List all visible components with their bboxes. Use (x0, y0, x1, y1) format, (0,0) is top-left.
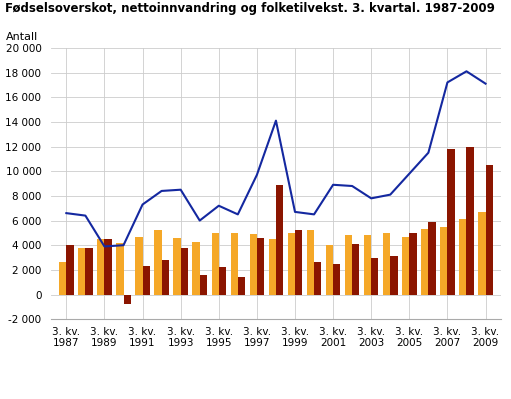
Bar (173, 238, 181, 294)
Bar (66, 245, 74, 294)
Bar (193, 241, 200, 294)
Bar (345, 235, 352, 294)
Bar (421, 229, 428, 294)
Bar (485, 165, 493, 294)
Bar (78, 248, 85, 294)
Bar (59, 263, 66, 294)
Bar (295, 230, 302, 294)
Bar (478, 212, 485, 294)
Bar (440, 227, 448, 294)
Bar (124, 294, 131, 304)
Text: Fødselsoverskot, nettoinnvandring og folketilvekst. 3. kvartal. 1987-2009: Fødselsoverskot, nettoinnvandring og fol… (5, 2, 495, 15)
Bar (402, 237, 409, 294)
Bar (200, 275, 207, 294)
Bar (257, 238, 264, 294)
Bar (117, 243, 124, 294)
Bar (371, 257, 379, 294)
Bar (307, 230, 314, 294)
Text: Antall: Antall (6, 32, 38, 42)
Bar (352, 244, 359, 294)
Bar (333, 264, 340, 294)
Bar (276, 185, 283, 294)
Bar (161, 260, 169, 294)
Bar (390, 256, 398, 294)
Bar (448, 149, 455, 294)
Bar (230, 233, 238, 294)
Bar (135, 237, 143, 294)
Bar (459, 219, 467, 294)
Bar (428, 222, 435, 294)
Bar (288, 233, 295, 294)
Bar (250, 234, 257, 294)
Bar (219, 267, 226, 294)
Bar (383, 233, 390, 294)
Bar (181, 248, 188, 294)
Bar (269, 239, 276, 294)
Bar (467, 146, 474, 294)
Bar (212, 233, 219, 294)
Bar (314, 263, 321, 294)
Bar (409, 233, 416, 294)
Bar (154, 230, 161, 294)
Bar (97, 239, 104, 294)
Bar (143, 266, 150, 294)
Bar (364, 235, 371, 294)
Bar (85, 248, 92, 294)
Bar (104, 239, 112, 294)
Bar (238, 277, 245, 294)
Bar (326, 245, 333, 294)
